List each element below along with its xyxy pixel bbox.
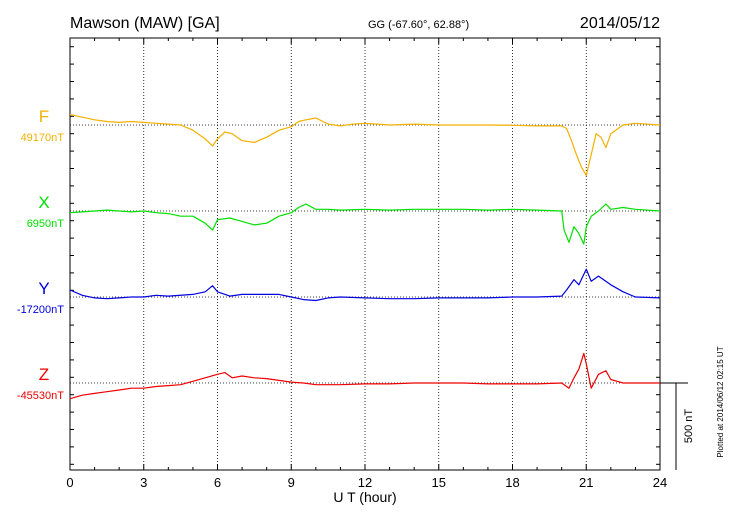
x-axis-label: U T (hour): [333, 489, 396, 505]
station-title: Mawson (MAW) [GA]: [70, 15, 220, 32]
x-tick-labels: 0 3 6 9 12 15 18 21 24: [66, 475, 667, 490]
scale-bar-label: 500 nT: [683, 409, 695, 444]
station-coordinates: GG (-67.60°, 62.88°): [368, 19, 469, 31]
x-tick-label: 15: [432, 475, 446, 490]
series-name-y: Y: [38, 279, 49, 298]
series-baseline-f: 49170nT: [21, 132, 65, 144]
series-baseline-y: -17200nT: [17, 304, 64, 316]
series-baseline-x: 6950nT: [27, 218, 65, 230]
x-tick-label: 0: [66, 475, 73, 490]
scale-bar: 500 nT: [660, 382, 695, 470]
x-tick-label: 21: [579, 475, 593, 490]
series-name-f: F: [39, 107, 49, 126]
series-labels: F 49170nT X 6950nT Y -17200nT Z -45530nT: [17, 107, 64, 402]
series-line-x: [69, 203, 661, 245]
series-name-x: X: [38, 193, 49, 212]
grid: [70, 38, 660, 470]
series-layer: [69, 114, 661, 400]
plotted-at-note: Plotted at 2014/06/12 02:15 UT: [716, 346, 725, 457]
chart-date: 2014/05/12: [580, 15, 660, 32]
axis-ticks: [69, 38, 661, 470]
x-tick-label: 24: [653, 475, 667, 490]
series-line-z: [69, 352, 660, 400]
x-tick-label: 18: [505, 475, 519, 490]
series-name-z: Z: [39, 365, 49, 384]
x-tick-label: 3: [140, 475, 147, 490]
series-baseline-z: -45530nT: [17, 390, 64, 402]
x-tick-label: 9: [288, 475, 295, 490]
x-tick-label: 6: [214, 475, 221, 490]
x-tick-label: 12: [358, 475, 372, 490]
series-line-f: [69, 114, 661, 177]
series-line-y: [69, 268, 661, 302]
